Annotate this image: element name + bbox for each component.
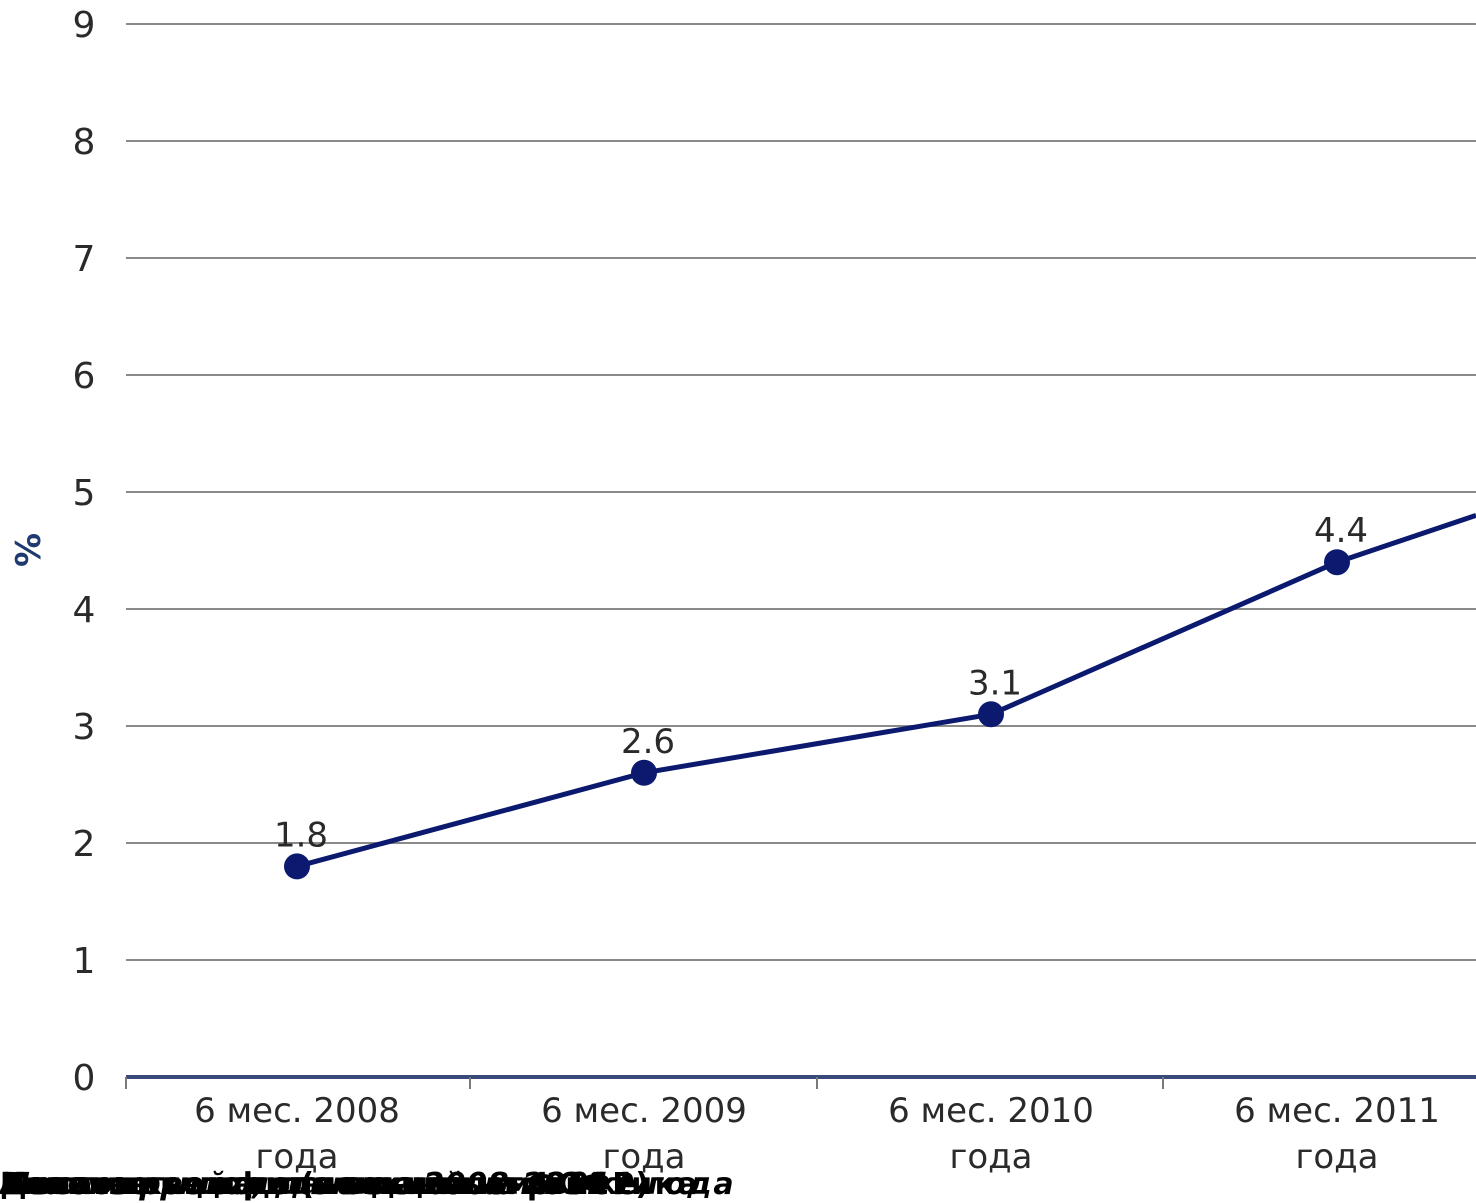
footer-text-line: Анализ рынка, данные 2008-2011 (0, 1167, 609, 1202)
data-label: 2.6 (621, 722, 675, 762)
x-axis (125, 1075, 1476, 1089)
data-label: 3.1 (968, 663, 1022, 703)
data-point (978, 701, 1004, 728)
data-point (284, 853, 310, 880)
y-tick-label: 1 (73, 941, 96, 982)
series-group: 1.8 2.6 3.1 4.4 (274, 511, 1476, 880)
x-category-label: 6 мес. 2011 года (1234, 1091, 1440, 1177)
data-point (1324, 549, 1350, 576)
y-tick-label: 4 (73, 590, 96, 631)
y-tick-label: 3 (73, 707, 96, 748)
x-axis-categories: 6 мес. 2008 года 6 мес. 2009 года 6 мес. 201… (194, 1091, 1440, 1177)
x-category-label: 6 мес. 2008 года (194, 1091, 400, 1177)
y-tick-label: 6 (73, 356, 96, 397)
y-tick-label: 7 (73, 239, 96, 280)
y-tick-label: 0 (73, 1058, 96, 1099)
y-axis-ticks: 0 1 2 3 4 5 6 7 8 9 (73, 5, 96, 1099)
data-point (631, 759, 657, 786)
x-category-label: 6 мес. 2010 года (888, 1091, 1094, 1177)
y-tick-label: 9 (73, 5, 96, 46)
footer-text-line: Источник: официальная статистика (0, 1167, 700, 1202)
footer-text-line: Количество и доля секций на рынке (0, 1167, 637, 1202)
y-tick-label: 2 (73, 824, 96, 865)
gridlines (126, 23, 1476, 961)
data-label: 1.8 (274, 815, 328, 855)
y-tick-label: 8 (73, 122, 96, 163)
y-tick-label: 5 (73, 473, 96, 514)
footer-overlapping-text: Количество и доля секций на рынке Анализ … (0, 1166, 1476, 1203)
footer-text-line: Место в рейтинге по итогам 2011 года (0, 1167, 736, 1202)
x-category-label: 6 мес. 2009 года (541, 1091, 747, 1177)
footer-text-line: Динамика доли (по данным ФСФР) (0, 1167, 651, 1202)
y-axis-label: % (9, 533, 49, 567)
series-line (296, 513, 1476, 869)
data-label: 4.4 (1314, 511, 1368, 551)
